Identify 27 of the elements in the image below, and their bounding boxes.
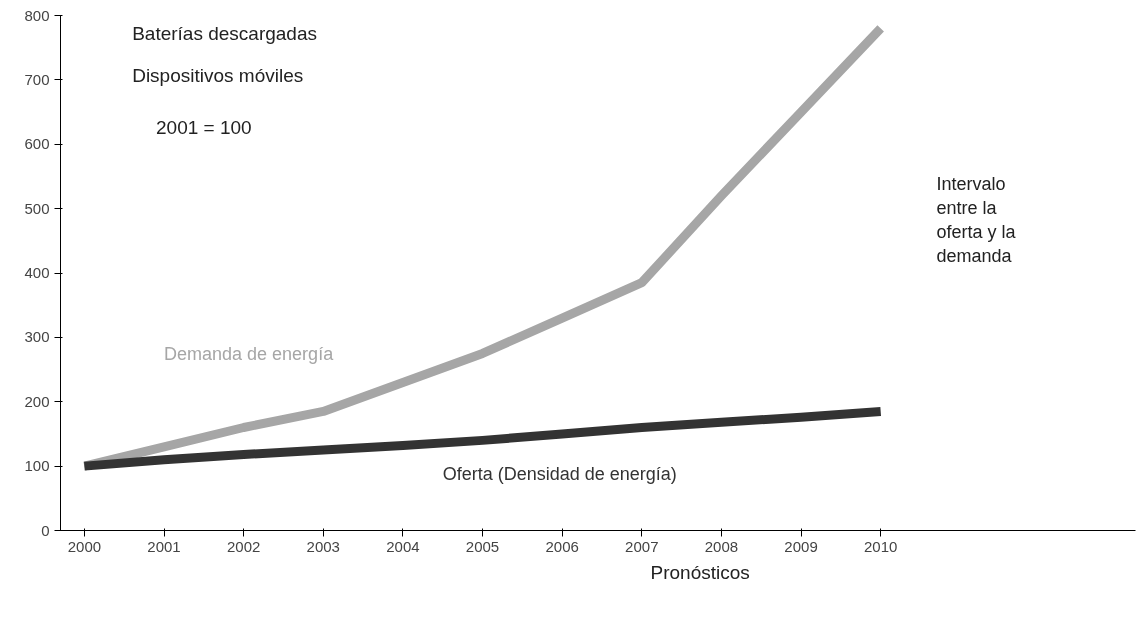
- x-tick-label: 2000: [67, 537, 102, 555]
- y-tick-label: 700: [24, 70, 50, 88]
- y-tick-label: 500: [24, 199, 50, 217]
- y-tick-label: 0: [41, 521, 50, 539]
- y-tick-label: 100: [24, 457, 50, 475]
- annotation: 2001 = 100: [156, 116, 252, 138]
- x-tick-label: 2002: [226, 537, 261, 555]
- x-tick-label: 2005: [465, 537, 500, 555]
- y-tick-label: 600: [24, 135, 50, 153]
- text: Demanda de energía: [164, 344, 335, 364]
- x-tick-label: 2003: [306, 537, 340, 555]
- annotation: Baterías descargadas: [132, 23, 318, 45]
- x-tick-label: 2008: [704, 537, 739, 555]
- y-tick-label: 800: [24, 6, 50, 24]
- x-tick-label: 2007: [625, 537, 659, 555]
- x-tick-label: 2001: [147, 537, 181, 555]
- text: Intervalo entre la oferta y la demanda: [936, 173, 1017, 266]
- x-tick-label: 2010: [864, 537, 898, 555]
- x-tick-label: 2004: [386, 537, 420, 555]
- x-tick-label: 2009: [784, 537, 818, 555]
- y-tick-label: 400: [24, 264, 50, 281]
- series-label: Oferta (Densidad de energía): [442, 464, 677, 485]
- annotation: Dispositivos móviles: [132, 65, 304, 87]
- y-tick-label: 200: [24, 392, 50, 410]
- y-tick-label: 300: [24, 328, 50, 346]
- text: Pronósticos: [650, 561, 750, 583]
- x-tick-label: 2006: [545, 537, 579, 555]
